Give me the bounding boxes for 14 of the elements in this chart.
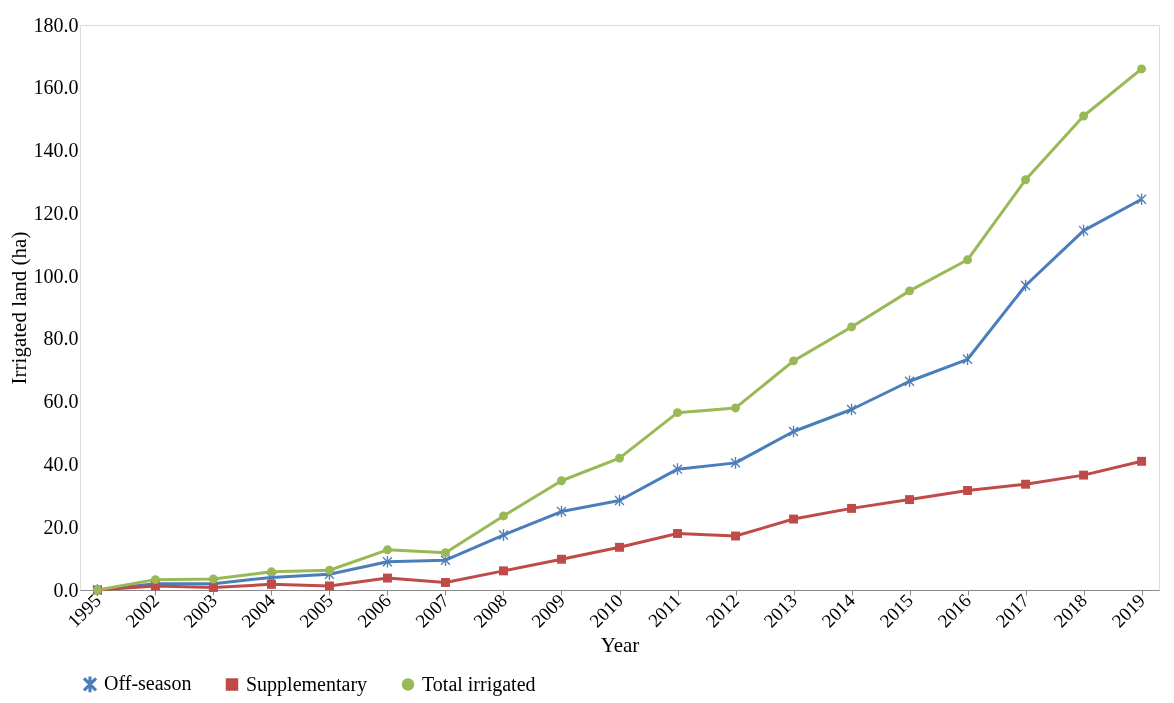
legend-label: Supplementary xyxy=(246,672,368,696)
x-axis-title: Year xyxy=(600,633,640,658)
y-tick-label: 120.0 xyxy=(33,201,79,224)
y-tick-label: 20.0 xyxy=(43,515,79,538)
y-axis-title: Irrigated land (ha) xyxy=(6,231,31,385)
y-tick-label: 160.0 xyxy=(33,76,79,99)
y-tick-label: 60.0 xyxy=(43,390,79,413)
y-tick-label: 100.0 xyxy=(33,264,79,287)
legend-label: Off-season xyxy=(104,672,192,695)
y-tick-label: 80.0 xyxy=(43,327,79,350)
y-tick-label: 180.0 xyxy=(33,13,79,36)
y-tick-label: 40.0 xyxy=(43,452,79,475)
legend-label: Total irrigated xyxy=(422,672,536,696)
y-tick-label: 140.0 xyxy=(33,139,79,162)
